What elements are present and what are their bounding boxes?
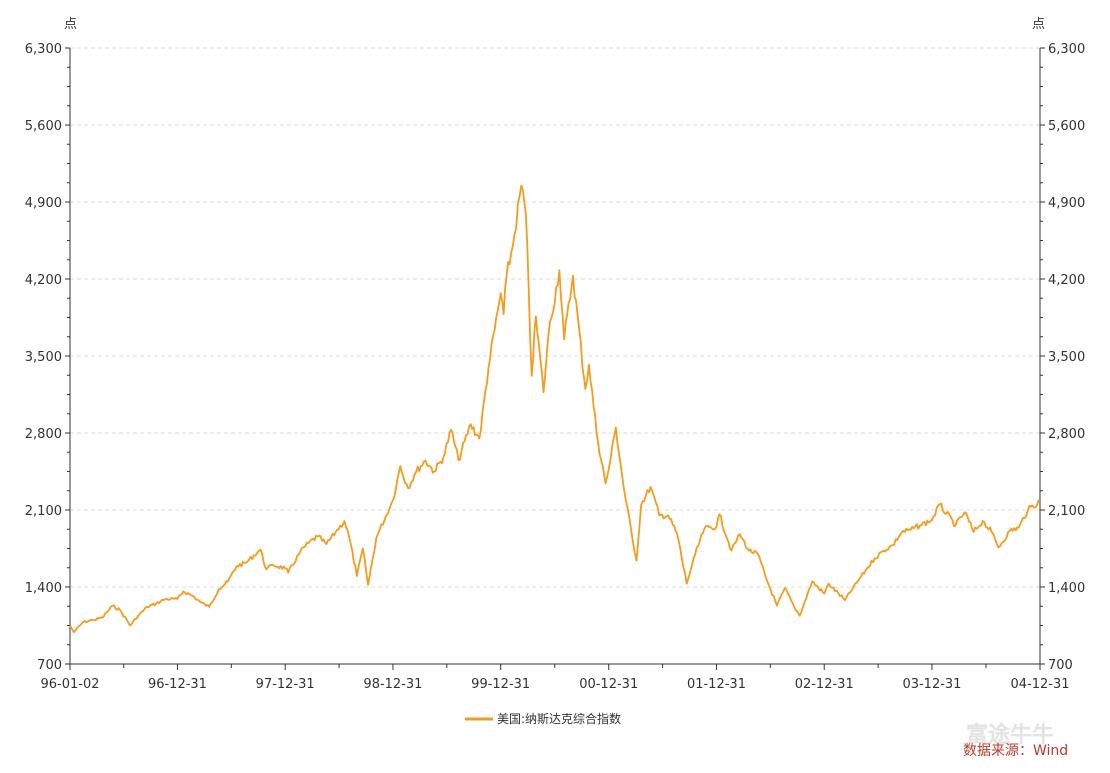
y-ticks-left: 700 1,400 2,100 2,800 3,500 4,200 4,900 5,600 6,… [25,42,70,673]
x-tick-label: 96-12-31 [148,677,207,692]
y-tick-label-right: 4,900 [1048,196,1085,211]
grid-lines [70,47,1040,588]
legend: 美国:纳斯达克综合指数 [465,711,621,726]
series-layer [69,184,1041,633]
y-ticks-right: 700 1,400 2,100 2,800 3,500 4,200 4,900 5,600 6,… [1040,42,1085,673]
x-tick-label: 02-12-31 [795,677,854,692]
x-tick-label: 97-12-31 [256,677,315,692]
y-unit-right: 点 [1032,17,1045,32]
legend-label: 美国:纳斯达克综合指数 [497,711,621,726]
y-tick-label-right: 2,100 [1048,504,1085,519]
watermark: 富途牛牛 [966,722,1054,748]
y-tick-label-right: 6,300 [1048,42,1085,57]
y-tick-label-right: 1,400 [1048,581,1085,596]
y-tick-label-left: 3,500 [25,350,62,365]
x-tick-label: 98-12-31 [363,677,422,692]
x-tick-label: 04-12-31 [1010,677,1069,692]
y-tick-label-left: 700 [37,658,62,673]
y-unit-left: 点 [64,17,77,32]
y-tick-label-left: 2,800 [25,427,62,442]
y-tick-label-right: 4,200 [1048,273,1085,288]
x-tick-label: 99-12-31 [471,677,530,692]
y-tick-label-right: 3,500 [1048,350,1085,365]
y-tick-label-left: 6,300 [25,42,62,57]
x-tick-label: 01-12-31 [687,677,746,692]
y-tick-label-left: 1,400 [25,581,62,596]
x-tick-label: 96-01-02 [40,677,99,692]
y-tick-label-left: 4,900 [25,196,62,211]
x-tick-label: 03-12-31 [902,677,961,692]
y-tick-label-right: 2,800 [1048,427,1085,442]
x-tick-label: 00-12-31 [579,677,638,692]
y-tick-label-right: 5,600 [1048,119,1085,134]
y-tick-label-left: 5,600 [25,119,62,134]
y-tick-label-left: 2,100 [25,504,62,519]
series-line [69,184,1041,633]
y-tick-label-left: 4,200 [25,273,62,288]
source-text: 数据来源：Wind [963,743,1068,759]
x-ticks: 96-01-02 96-12-31 97-12-31 98-12-31 99-12-31… [40,664,1070,692]
y-tick-label-right: 700 [1048,658,1073,673]
